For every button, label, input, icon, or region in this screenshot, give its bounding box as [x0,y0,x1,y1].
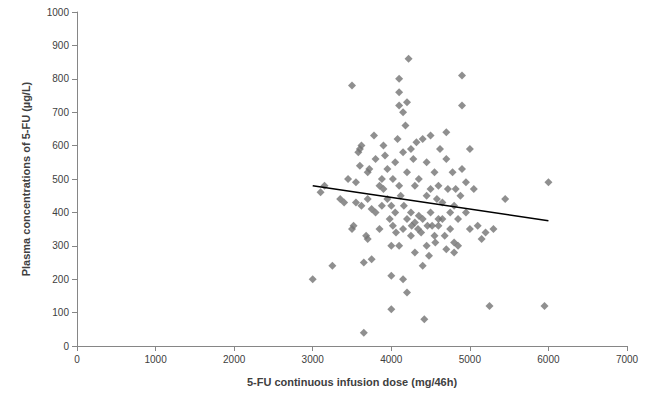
svg-text:1000: 1000 [144,354,167,365]
svg-text:3000: 3000 [302,354,325,365]
svg-text:500: 500 [52,174,69,185]
svg-text:900: 900 [52,40,69,51]
svg-text:0: 0 [63,341,69,352]
svg-text:1000: 1000 [47,7,70,18]
svg-text:5000: 5000 [459,354,482,365]
svg-text:0: 0 [74,354,80,365]
svg-text:700: 700 [52,107,69,118]
svg-text:Plasma concentrations of 5-FU: Plasma concentrations of 5-FU (µg/L) [20,81,32,276]
svg-text:100: 100 [52,307,69,318]
svg-text:5-FU continuous infusion dose: 5-FU continuous infusion dose (mg/46h) [247,376,458,388]
svg-text:6000: 6000 [537,354,560,365]
svg-text:200: 200 [52,274,69,285]
svg-text:2000: 2000 [223,354,246,365]
svg-text:600: 600 [52,140,69,151]
svg-text:7000: 7000 [616,354,639,365]
svg-text:4000: 4000 [380,354,403,365]
svg-text:800: 800 [52,73,69,84]
svg-text:400: 400 [52,207,69,218]
svg-text:300: 300 [52,240,69,251]
